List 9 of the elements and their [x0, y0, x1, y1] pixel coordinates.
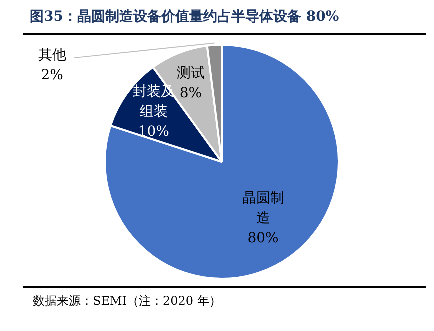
chart-title: 图35：晶圆制造设备价值量约占半导体设备 80% — [30, 8, 340, 26]
slice-label: 其他 — [38, 48, 66, 64]
slice-label: 晶圆制造 — [242, 190, 284, 226]
data-label: 8% — [180, 85, 202, 102]
source-note: 数据来源：SEMI（注：2020 年） — [33, 293, 222, 310]
data-label: 2% — [41, 68, 64, 84]
data-label: 10% — [138, 124, 170, 140]
data-label: 80% — [248, 230, 279, 246]
slice-label: 测试 — [176, 65, 205, 82]
